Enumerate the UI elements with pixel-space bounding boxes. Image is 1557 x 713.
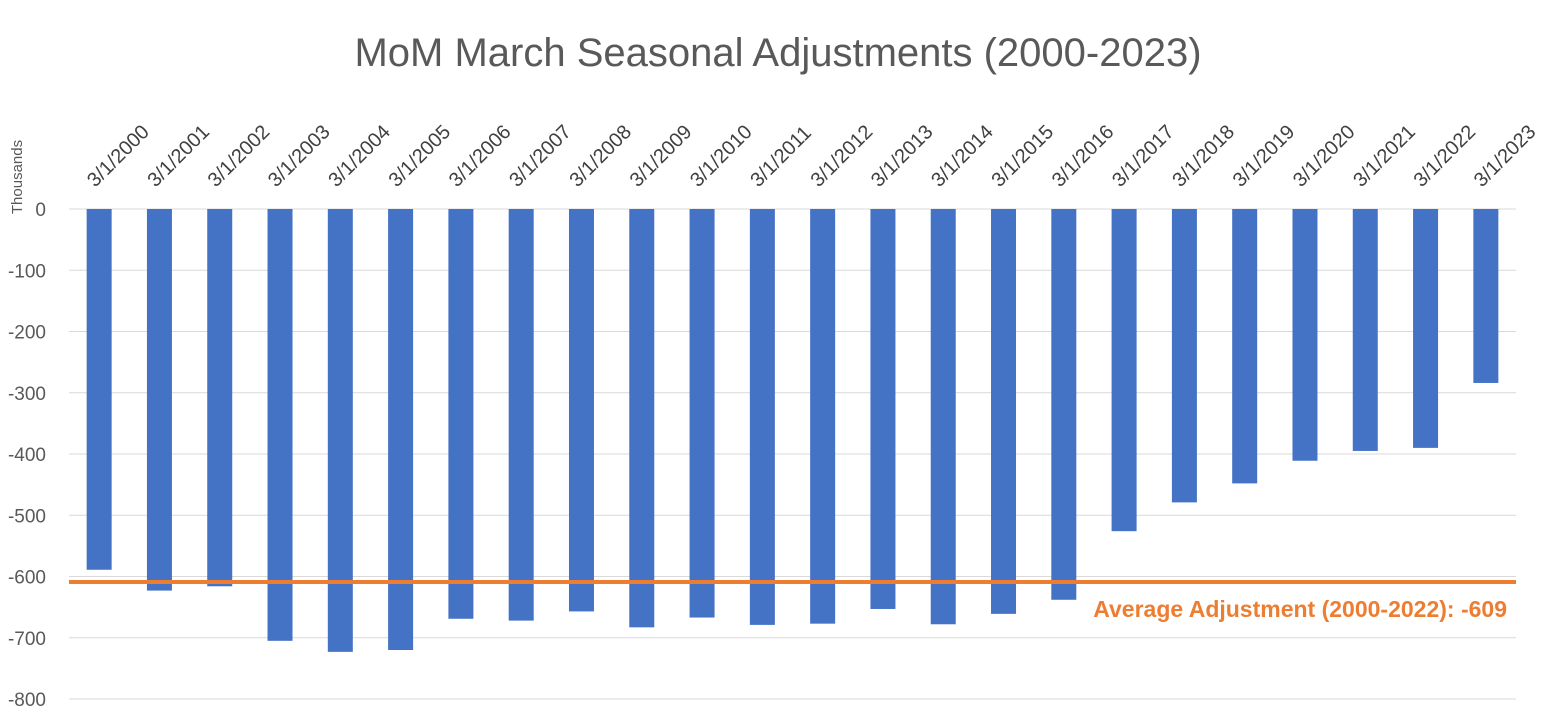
x-tick-label: 3/1/2020 xyxy=(1289,121,1360,192)
x-tick-label: 3/1/2022 xyxy=(1410,121,1481,192)
y-tick-label: -100 xyxy=(8,261,46,282)
bar xyxy=(1292,209,1318,461)
bar xyxy=(930,209,956,625)
bar xyxy=(991,209,1017,614)
average-reference-label: Average Adjustment (2000-2022): -609 xyxy=(1093,596,1507,622)
x-axis-labels: 3/1/20003/1/20013/1/20023/1/20033/1/2004… xyxy=(83,121,1540,192)
y-tick-label: -500 xyxy=(8,506,46,527)
average-reference: Average Adjustment (2000-2022): -609 xyxy=(69,580,1516,622)
x-tick-label: 3/1/2009 xyxy=(626,121,697,192)
bar xyxy=(448,209,474,619)
bar xyxy=(629,209,655,628)
y-tick-label: -400 xyxy=(8,445,46,466)
bar xyxy=(207,209,233,587)
x-tick-label: 3/1/2018 xyxy=(1168,121,1239,192)
bar xyxy=(267,209,293,641)
bar xyxy=(1051,209,1077,600)
bar xyxy=(1171,209,1197,503)
x-tick-label: 3/1/2015 xyxy=(988,121,1059,192)
bar xyxy=(568,209,594,612)
y-tick-label: -300 xyxy=(8,384,46,405)
y-tick-label: 0 xyxy=(35,200,46,221)
x-tick-label: 3/1/2013 xyxy=(867,121,938,192)
x-tick-label: 3/1/2000 xyxy=(83,121,154,192)
bar xyxy=(508,209,534,621)
y-axis-ticks: 0 -100 -200 -300 -400 -500 -600 -700 -800 xyxy=(8,200,46,711)
bar xyxy=(1413,209,1439,448)
y-tick-label: -200 xyxy=(8,323,46,344)
y-tick-label: -600 xyxy=(8,568,46,589)
x-tick-label: 3/1/2019 xyxy=(1229,121,1300,192)
y-tick-label: -800 xyxy=(8,690,46,711)
x-tick-label: 3/1/2021 xyxy=(1349,121,1420,192)
bar xyxy=(1352,209,1378,451)
bar xyxy=(1232,209,1258,484)
x-tick-label: 3/1/2008 xyxy=(565,121,636,192)
bar-series xyxy=(86,209,1499,652)
chart-title: MoM March Seasonal Adjustments (2000-202… xyxy=(354,31,1201,75)
bar xyxy=(327,209,353,652)
bar xyxy=(388,209,414,650)
x-tick-label: 3/1/2003 xyxy=(264,121,335,192)
x-tick-label: 3/1/2012 xyxy=(807,121,878,192)
bar xyxy=(86,209,112,570)
x-tick-label: 3/1/2010 xyxy=(686,121,757,192)
bar xyxy=(689,209,715,618)
x-tick-label: 3/1/2006 xyxy=(445,121,516,192)
x-tick-label: 3/1/2007 xyxy=(505,121,576,192)
x-tick-label: 3/1/2004 xyxy=(324,121,395,192)
bar xyxy=(810,209,836,624)
bar xyxy=(146,209,172,591)
bar xyxy=(1111,209,1137,532)
x-tick-label: 3/1/2016 xyxy=(1048,121,1119,192)
bar xyxy=(749,209,775,625)
x-tick-label: 3/1/2017 xyxy=(1108,121,1179,192)
bar xyxy=(1473,209,1499,383)
x-tick-label: 3/1/2014 xyxy=(927,121,998,192)
x-tick-label: 3/1/2002 xyxy=(204,121,275,192)
bar xyxy=(870,209,896,609)
x-tick-label: 3/1/2001 xyxy=(143,121,214,192)
y-tick-label: -700 xyxy=(8,629,46,650)
x-tick-label: 3/1/2023 xyxy=(1470,121,1541,192)
gridlines xyxy=(69,208,1516,700)
y-axis-title: Thousands xyxy=(9,140,26,214)
x-tick-label: 3/1/2011 xyxy=(746,122,816,192)
x-tick-label: 3/1/2005 xyxy=(385,121,456,192)
